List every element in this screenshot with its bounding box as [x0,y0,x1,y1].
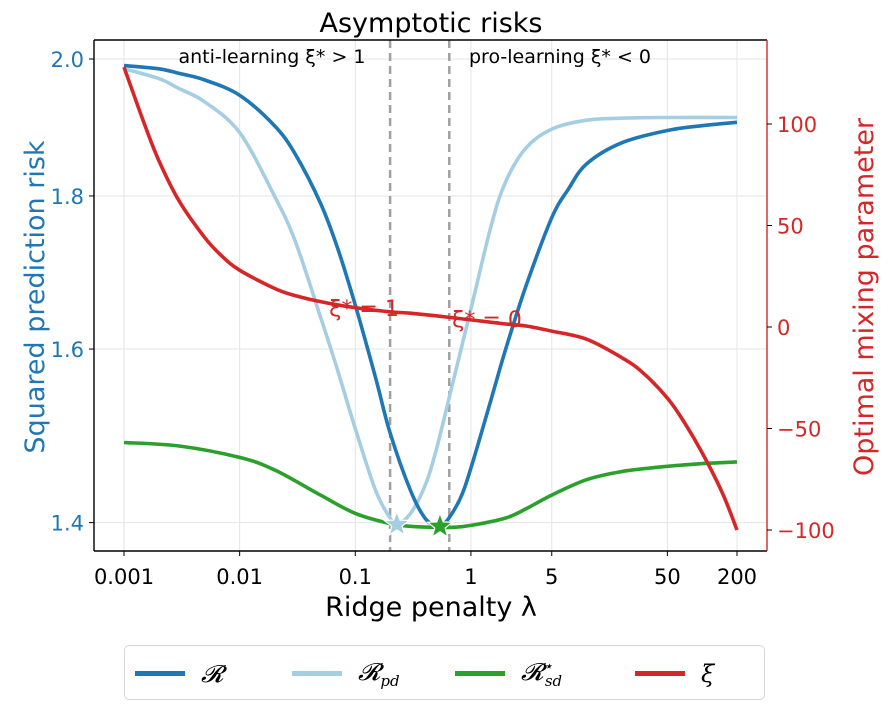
y-right-tick-label: −50 [777,418,821,442]
grid [94,40,767,551]
axes-frame [93,39,768,552]
legend-label-xi: ξ [701,659,715,688]
x-tick-label: 0.01 [216,565,263,589]
y-left-tick-label: 1.6 [51,338,84,362]
legend-item-rsd: 𝓡⋆sd [455,646,562,701]
legend-label-rpd: 𝓡pd [358,657,400,690]
x-tick-label: 5 [545,565,558,589]
y-right-tick-label: 100 [777,113,817,137]
y-left-tick-label: 2.0 [51,48,84,72]
legend-swatch-rpd [292,671,342,676]
y-right-tick-label: 50 [777,215,804,239]
legend-label-r: 𝓡 [201,659,224,688]
xi-equals-1-annotation: ξ* = 1 [329,297,399,322]
star-marker-icon [382,509,411,537]
x-tick-label: 1 [464,565,477,589]
legend-label-rsd: 𝓡⋆sd [521,657,563,690]
y-right-tick-label: 0 [777,316,790,340]
y-left-axis-label: Squared prediction risk [20,140,51,453]
star-marker-icon [425,511,454,539]
anti-learning-annotation: anti-learning ξ* > 1 [178,46,365,68]
threshold-lines [388,40,451,551]
x-axis-label: Ridge penalty λ [325,592,537,623]
axis-ticks: 0.001 0.01 0.1 1 5 50 200 2.0 1.8 1.6 1.4 100 50 0 −50… [51,48,835,589]
legend-item-rpd: 𝓡pd [292,646,400,701]
legend: 𝓡 𝓡pd 𝓡⋆sd ξ [124,645,765,700]
annotations: anti-learning ξ* > 1 pro-learning ξ* < 0… [178,46,651,333]
xi-equals-0-annotation: ξ* = 0 [452,308,522,333]
legend-item-r: 𝓡 [135,646,223,701]
x-tick-label: 0.001 [94,565,154,589]
x-tick-label: 200 [717,565,757,589]
x-tick-label: 50 [654,565,681,589]
chart-title: Asymptotic risks [320,8,543,39]
legend-swatch-rsd [455,671,505,676]
y-right-axis-label: Optimal mixing parameter [849,117,880,476]
y-right-tick-label: −100 [777,519,835,543]
pro-learning-annotation: pro-learning ξ* < 0 [469,46,651,68]
min-markers [382,509,454,539]
x-tick-label: 0.1 [339,565,372,589]
series-lines [122,63,739,531]
legend-swatch-xi [635,671,685,676]
legend-swatch-r [135,671,185,676]
y-left-tick-label: 1.8 [51,185,84,209]
y-left-tick-label: 1.4 [51,512,84,536]
legend-item-xi: ξ [635,646,714,701]
series-r-line [123,63,738,528]
series-r-sd-star-line [123,440,738,530]
series-xi-line [122,66,739,531]
